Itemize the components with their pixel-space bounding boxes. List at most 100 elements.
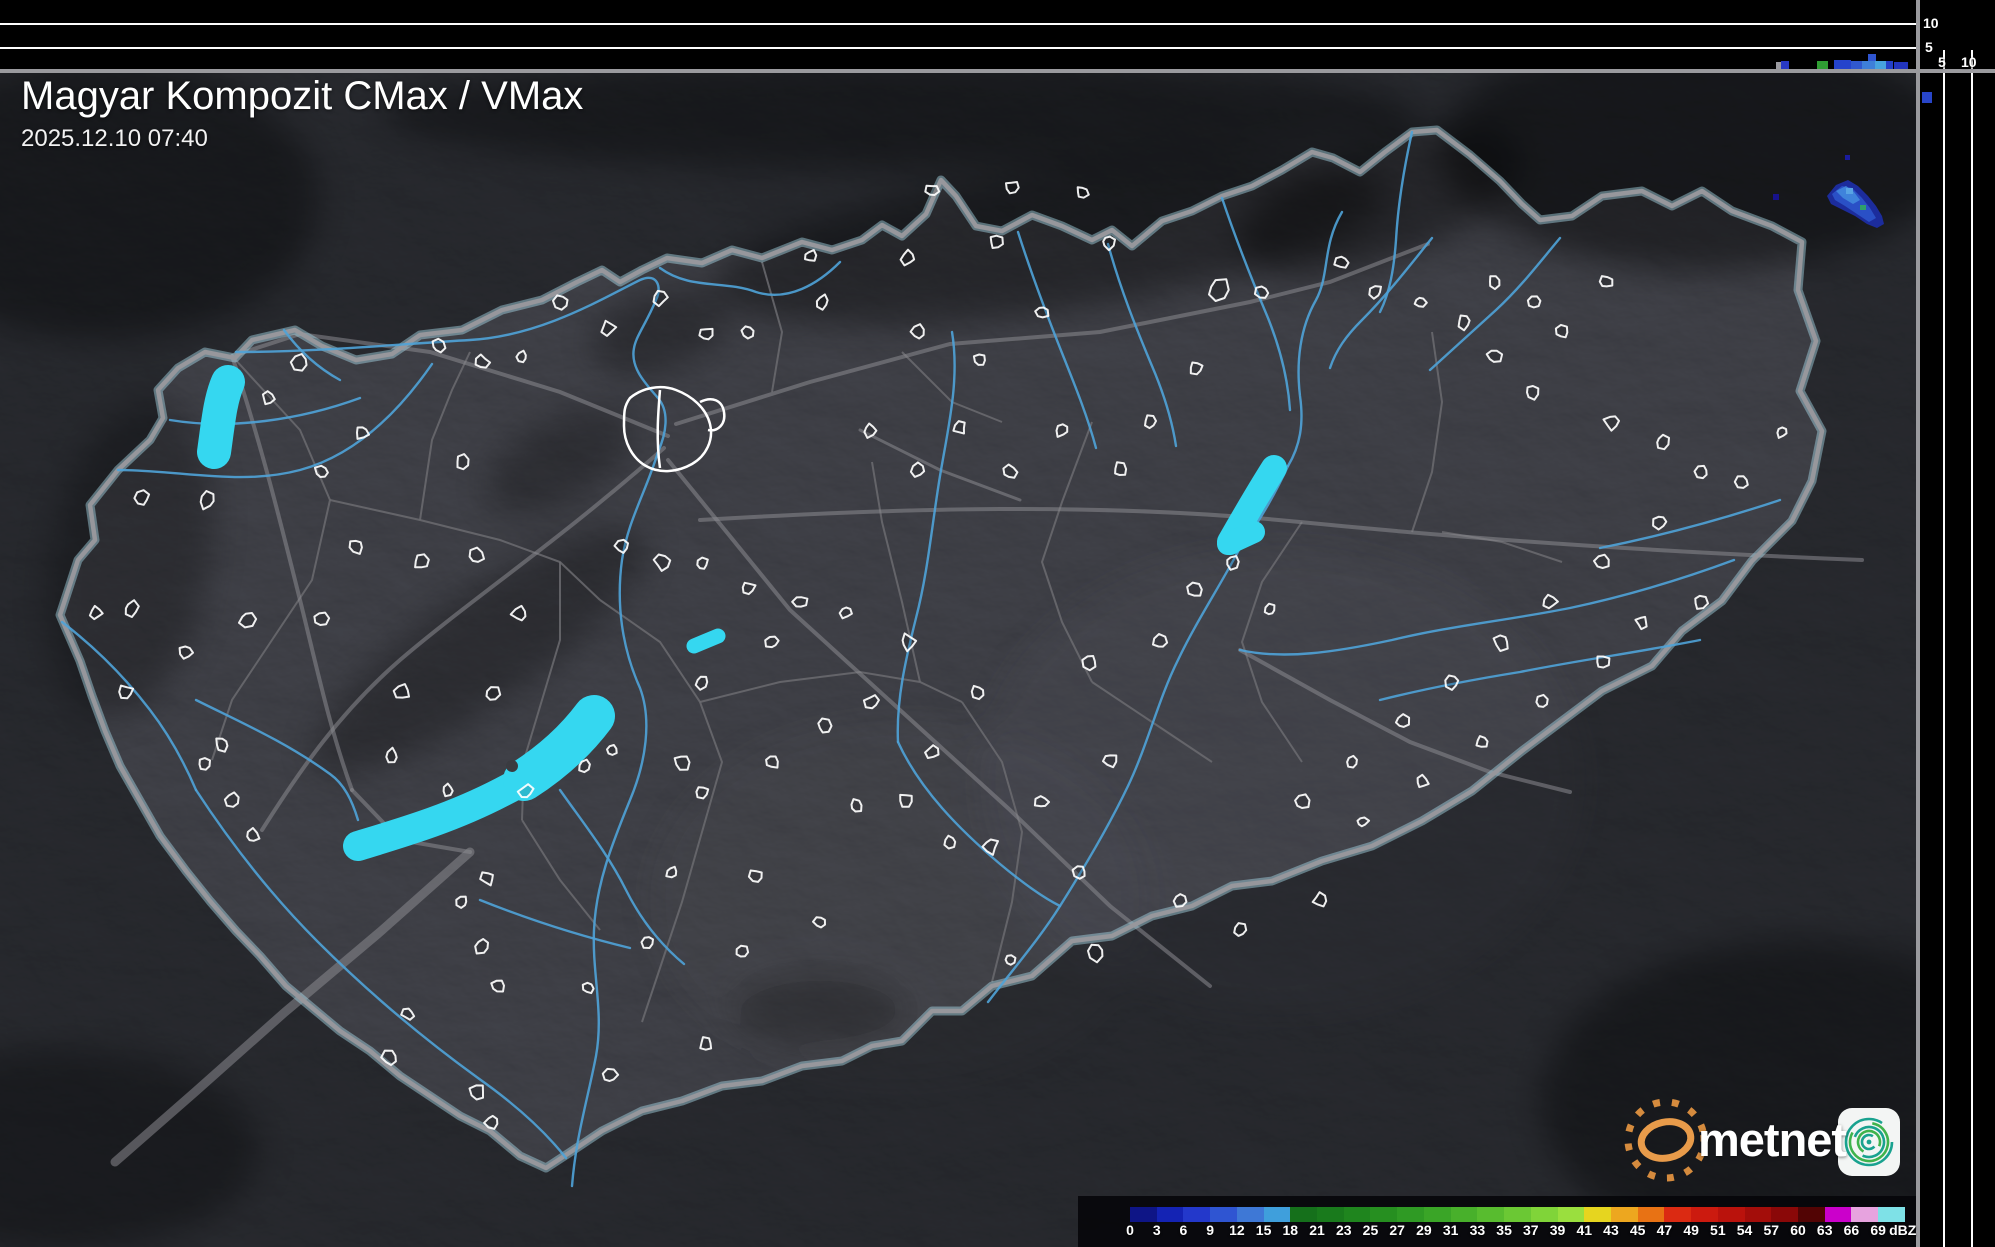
town-outline — [178, 645, 194, 660]
right-profile-gridline-10km — [1971, 50, 1973, 1247]
metnet-wordmark: metnet — [1698, 1113, 1847, 1166]
profile-echo — [1886, 61, 1893, 69]
hungary-map-canvas — [0, 72, 1916, 1247]
metnet-app-icon — [1838, 1108, 1900, 1176]
river-line — [478, 898, 632, 950]
radar-echo — [1836, 186, 1860, 204]
town-outline — [1189, 361, 1204, 376]
town-outline — [356, 426, 370, 440]
colorbar-segment — [1130, 1207, 1157, 1222]
colorbar-tick-label: 18 — [1282, 1222, 1299, 1238]
colorbar-segment — [1156, 1207, 1184, 1222]
county-border-line — [1040, 421, 1093, 683]
town-outline — [1526, 295, 1542, 309]
town-outline — [1004, 954, 1017, 966]
town-outline — [1253, 285, 1270, 299]
town-outline — [1102, 754, 1118, 769]
town-outline — [1208, 278, 1230, 302]
town-outline — [815, 293, 829, 311]
town-outline — [552, 294, 569, 311]
profile-echo — [1862, 61, 1875, 69]
town-outline — [1444, 674, 1460, 691]
river-line — [658, 260, 842, 297]
logo-canvas — [1624, 1098, 1900, 1182]
radar-echo — [1860, 205, 1866, 210]
town-outline — [515, 349, 527, 364]
right-profile-panel — [1920, 0, 1995, 1247]
horizontal-separator — [0, 69, 1995, 73]
town-outline — [215, 737, 229, 753]
town-outline — [1081, 655, 1097, 672]
town-outline — [1311, 891, 1328, 908]
colorbar-segment — [1317, 1207, 1344, 1222]
town-outline — [1102, 235, 1116, 252]
colorbar-segment — [1771, 1207, 1798, 1222]
top-profile-label-5: 5 — [1925, 39, 1933, 55]
river-line — [1106, 242, 1178, 448]
town-outline — [313, 611, 331, 626]
town-outline — [901, 632, 918, 653]
town-outline — [1114, 461, 1128, 476]
road-line — [230, 354, 354, 792]
colorbar-tick-label: 25 — [1362, 1222, 1379, 1238]
town-outline — [578, 758, 591, 774]
colorbar-tick-label: 12 — [1229, 1222, 1245, 1238]
metnet-logo: metnet — [1622, 1092, 1922, 1192]
town-outline — [812, 916, 826, 929]
town-outline — [1226, 555, 1240, 571]
colorbar-segment — [1290, 1207, 1318, 1222]
colorbar-segment — [1477, 1207, 1505, 1222]
profile-echo — [1781, 61, 1789, 69]
colorbar-segment — [1797, 1207, 1825, 1222]
town-outline — [694, 675, 709, 691]
reflectivity-colorbar — [1130, 1207, 1905, 1222]
town-outline — [1333, 255, 1350, 269]
profile-echo — [1875, 61, 1886, 69]
town-outline — [1694, 594, 1709, 610]
road-line — [110, 847, 475, 1167]
town-outline — [696, 556, 709, 570]
country-border — [57, 127, 1825, 1171]
town-outline — [600, 319, 618, 337]
colorbar-segment — [1557, 1207, 1585, 1222]
town-outline — [1005, 181, 1020, 195]
town-outline — [1346, 754, 1358, 769]
town-outline — [1457, 314, 1471, 332]
river-line — [1598, 498, 1782, 550]
colorbar-segment — [1717, 1207, 1745, 1222]
town-outline — [198, 757, 211, 771]
town-outline — [199, 490, 215, 511]
lake-velence — [686, 628, 726, 654]
town-outline — [1144, 414, 1157, 430]
town-outline — [909, 461, 926, 478]
town-outline — [485, 686, 502, 701]
road-line — [674, 242, 1430, 426]
town-outline — [1542, 593, 1559, 610]
town-outline — [1776, 426, 1788, 439]
town-outline — [1475, 735, 1489, 748]
road-line — [260, 446, 666, 832]
river-line — [234, 276, 667, 454]
town-outline — [1733, 475, 1749, 489]
town-outline — [970, 684, 985, 701]
town-outline — [261, 390, 276, 406]
colorbar-segment — [1504, 1207, 1531, 1222]
town-outline — [838, 606, 853, 620]
town-outline — [1034, 306, 1050, 319]
colorbar-tick-label: 0 — [1126, 1222, 1134, 1238]
town-outline — [606, 744, 618, 756]
town-outline — [118, 684, 135, 700]
town-outline — [1087, 943, 1104, 964]
town-outline — [456, 453, 470, 471]
town-outline — [764, 635, 780, 649]
river-line — [1328, 236, 1434, 370]
town-outline — [1416, 773, 1430, 789]
town-outline — [652, 289, 669, 308]
town-outline — [863, 422, 878, 439]
colorbar-tick-label: 3 — [1152, 1222, 1161, 1238]
colorbar-tick-label: 45 — [1629, 1222, 1646, 1238]
town-outline — [1002, 463, 1019, 479]
colorbar-tick-label: 47 — [1656, 1222, 1673, 1238]
river-line — [570, 450, 660, 1188]
profile-echo — [1922, 92, 1932, 103]
